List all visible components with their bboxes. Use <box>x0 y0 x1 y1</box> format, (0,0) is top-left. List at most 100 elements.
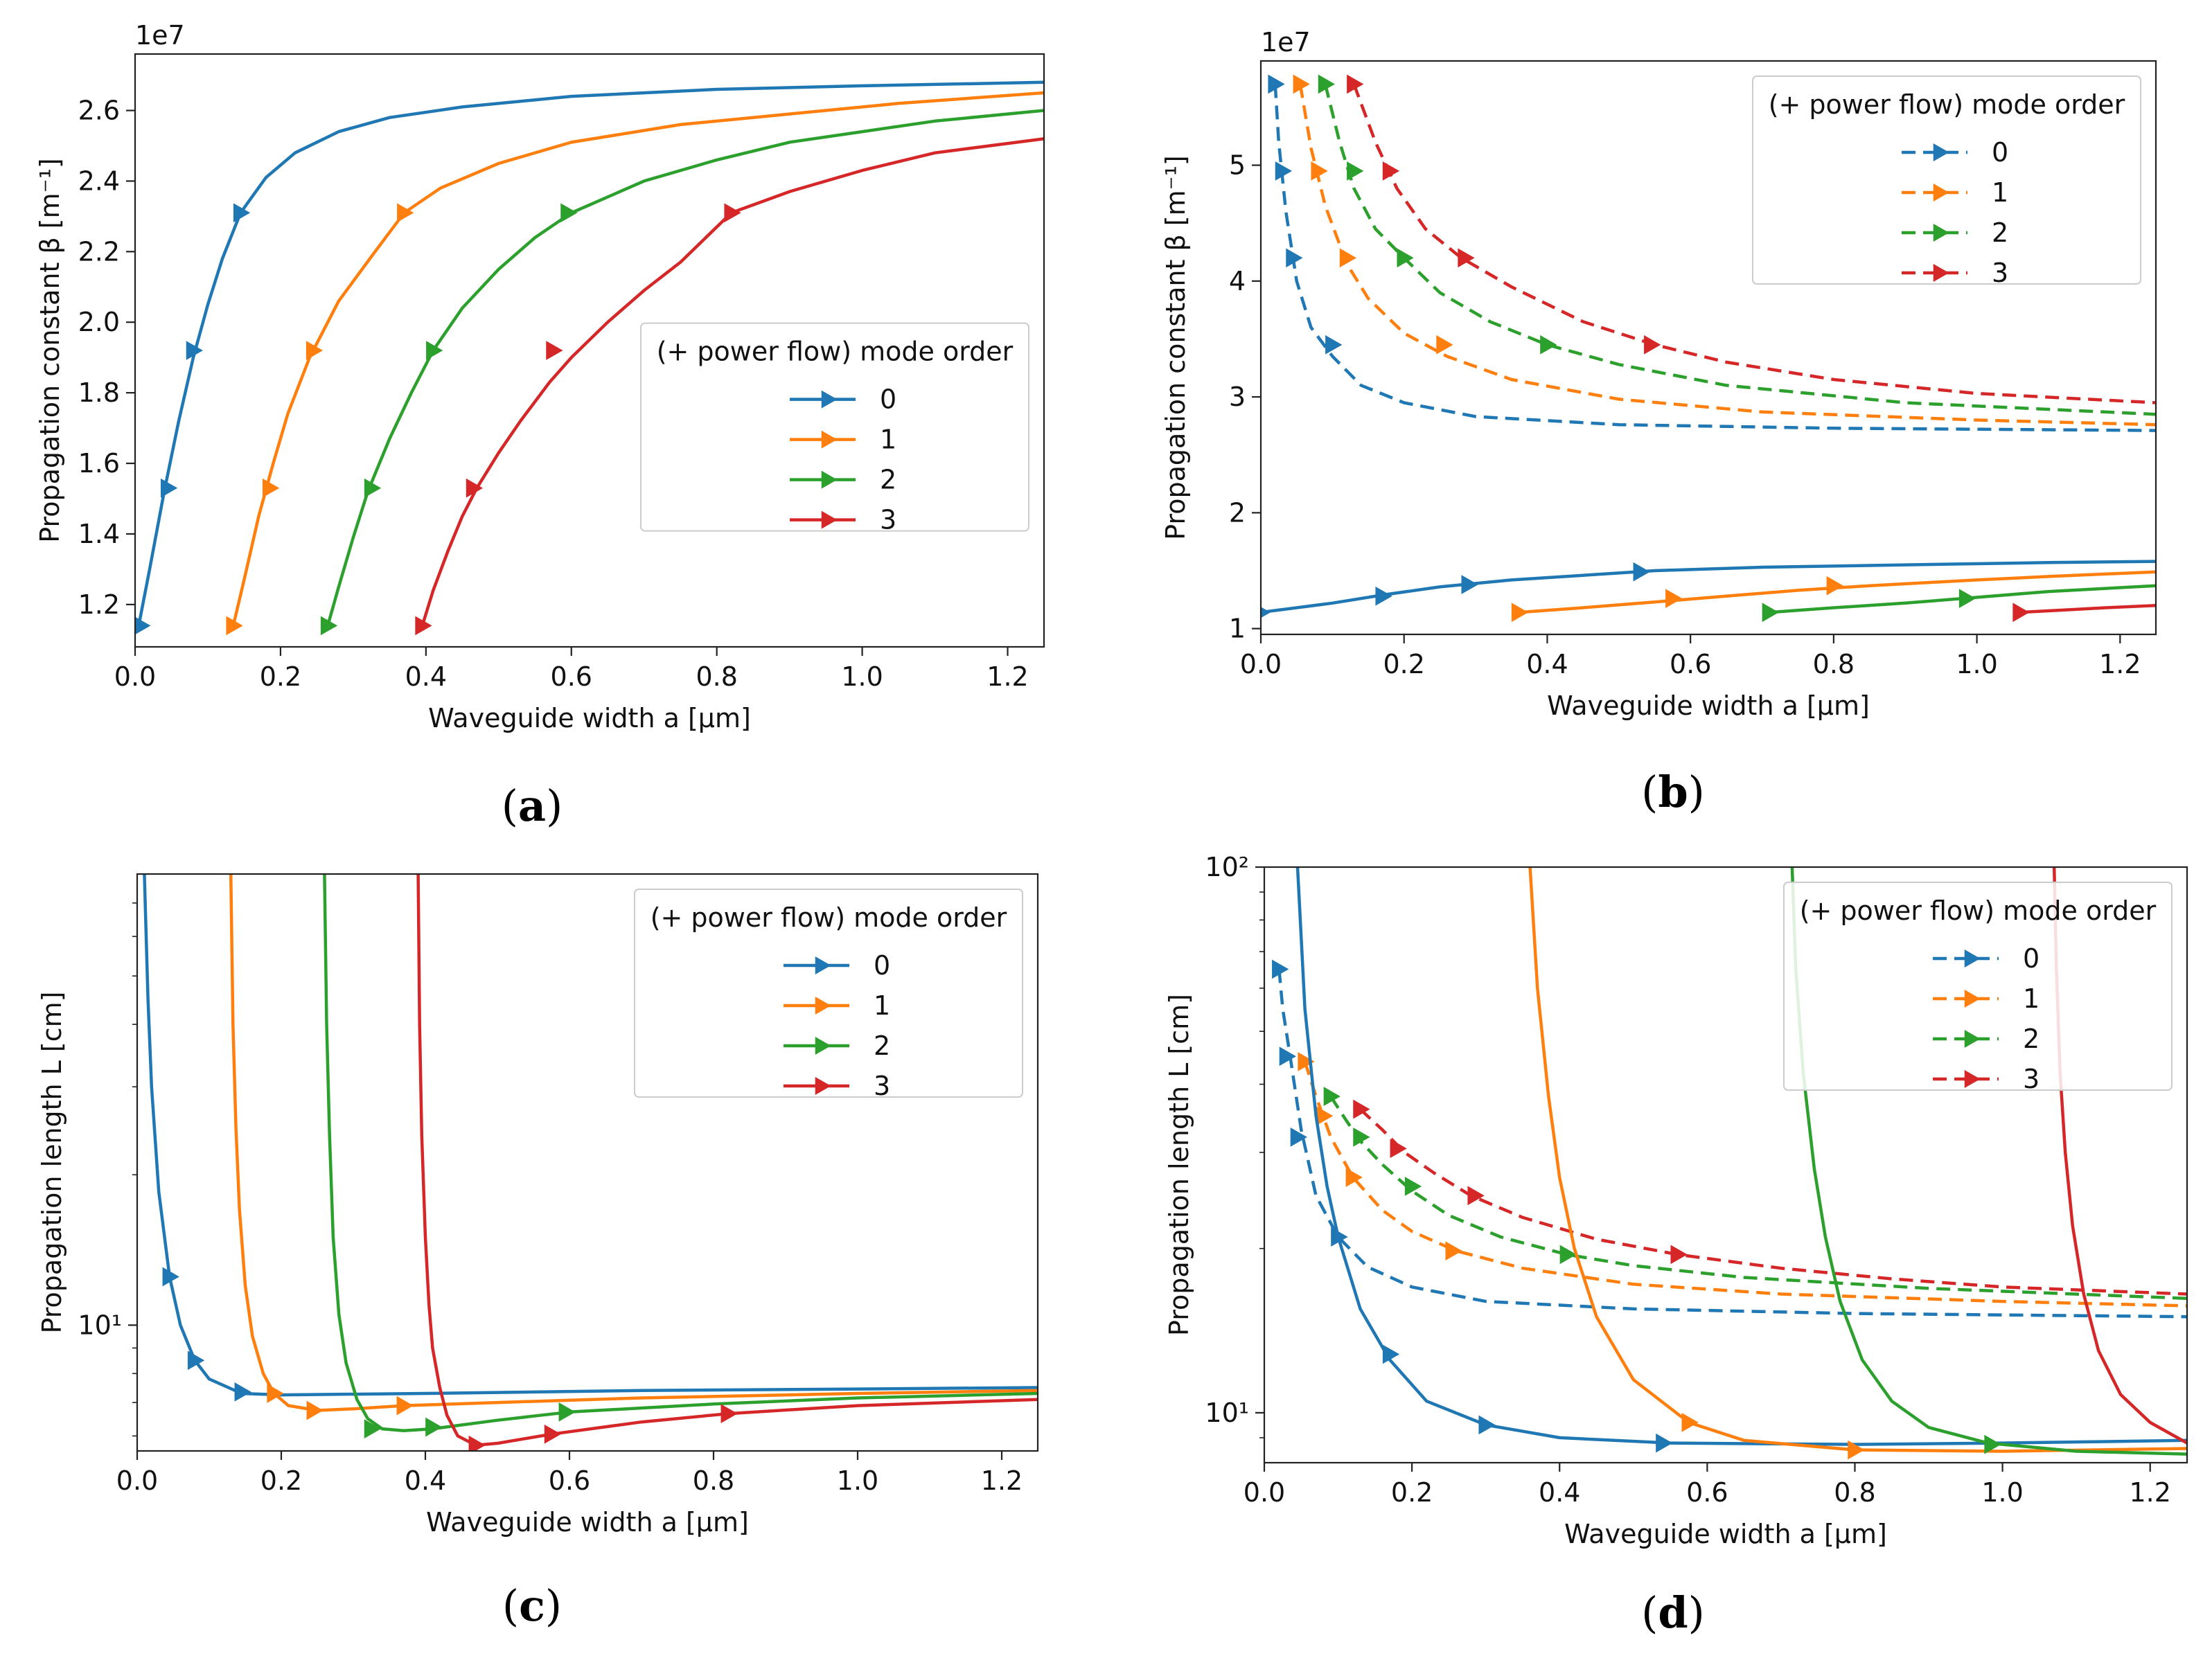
legend-marker-d-1 <box>1964 990 1981 1008</box>
xtick-label-a-0: 0.0 <box>114 661 156 692</box>
series-d-2-marker-2 <box>1404 1177 1422 1196</box>
series-c-2-line <box>323 874 1038 1432</box>
legend-marker-c-0 <box>815 956 831 974</box>
ytick-label-a-7: 2.6 <box>78 96 120 126</box>
legend-marker-a-3 <box>821 510 838 529</box>
series-c-0-marker-1 <box>187 1351 205 1371</box>
series-d-0-line <box>1277 969 2187 1319</box>
xtick-label-b-1: 0.2 <box>1383 649 1425 679</box>
legend-box-c <box>634 889 1023 1098</box>
legend-marker-b-3 <box>1933 264 1949 282</box>
series-c-1-marker-0 <box>267 1384 284 1403</box>
legend-label-d-1: 1 <box>2023 983 2040 1014</box>
legend-label-a-2: 2 <box>880 465 896 495</box>
series-b-4-marker-1 <box>1375 586 1392 606</box>
legend-marker-d-3 <box>1964 1070 1981 1088</box>
legend-c: (+ power flow) mode order 0 1 2 3 <box>634 889 1023 1101</box>
legend-box-a <box>640 322 1029 532</box>
legend-a: (+ power flow) mode order 0 1 2 3 <box>640 322 1029 535</box>
series-d-5-marker-0 <box>1681 1412 1699 1432</box>
series-b-3-marker-3 <box>1644 335 1661 355</box>
xtick-label-d-2: 0.4 <box>1539 1477 1580 1508</box>
legend-box-b <box>1752 75 2141 285</box>
y-axis-label-c: Propagation length L [cm] <box>37 992 67 1334</box>
xtick-label-c-5: 1.0 <box>837 1465 878 1496</box>
legend-label-d-2: 2 <box>2023 1024 2040 1054</box>
series-c-3-line <box>416 874 1038 1447</box>
series-a-3-marker-3 <box>724 203 741 223</box>
xtick-label-c-0: 0.0 <box>116 1465 158 1496</box>
offset-text-b: 1e7 <box>1261 27 1311 57</box>
series-c-1-marker-1 <box>306 1400 324 1420</box>
xtick-label-b-5: 1.0 <box>1956 649 1997 679</box>
legend-label-c-2: 2 <box>874 1031 890 1061</box>
legend-label-a-1: 1 <box>880 425 896 455</box>
series-b-0-marker-1 <box>1275 161 1293 181</box>
ytick-label-b-2: 3 <box>1229 382 1246 412</box>
xtick-label-d-1: 0.2 <box>1391 1477 1433 1508</box>
legend-label-a-3: 3 <box>880 505 896 535</box>
legend-title-b: (+ power flow) mode order <box>1769 89 2125 120</box>
series-b-0-marker-2 <box>1286 248 1303 268</box>
series-a-2-marker-1 <box>364 478 382 498</box>
series-d-2-marker-1 <box>1353 1127 1370 1147</box>
series-d-3-marker-0 <box>1353 1099 1370 1119</box>
legend-label-b-2: 2 <box>1992 217 2008 248</box>
series-b-4-marker-2 <box>1461 575 1478 594</box>
xtick-label-d-5: 1.0 <box>1981 1477 2023 1508</box>
panel-a: 0.0 0.2 0.4 0.6 0.8 1.0 1.2 1.2 1.4 1.6 1.8 2.0 2.2 2… <box>35 20 1045 733</box>
panel-label-a: (a) <box>502 781 563 831</box>
ytick-label-a-2: 1.6 <box>78 448 120 479</box>
series-b-6-line <box>1769 584 2156 614</box>
series-b-7-marker-0 <box>2012 603 2030 623</box>
xtick-label-b-4: 0.8 <box>1813 649 1855 679</box>
series-a-2-marker-3 <box>560 203 578 223</box>
series-d-5-line <box>1528 867 2187 1453</box>
series-a-3-marker-0 <box>415 616 432 636</box>
series-d-4-line <box>1295 867 2187 1446</box>
series-a-2-marker-2 <box>426 341 443 360</box>
xtick-label-c-1: 0.2 <box>260 1465 302 1496</box>
axes-frame-c <box>136 873 1039 1452</box>
legend-label-b-3: 3 <box>1992 258 2008 288</box>
plot-area-c <box>143 874 1038 1451</box>
series-c-3-marker-1 <box>544 1424 562 1444</box>
series-a-0-marker-0 <box>135 616 151 635</box>
series-c-0-line <box>143 874 1038 1397</box>
xtick-label-c-2: 0.4 <box>405 1465 446 1496</box>
y-axis-label-d: Propagation length L [cm] <box>1164 994 1194 1336</box>
xtick-label-b-6: 1.2 <box>2099 649 2141 679</box>
series-d-3-marker-1 <box>1390 1139 1407 1159</box>
series-c-0-marker-2 <box>234 1382 251 1402</box>
xtick-label-d-4: 0.8 <box>1834 1477 1875 1508</box>
series-d-0-marker-0 <box>1272 959 1289 979</box>
xtick-label-a-2: 0.4 <box>405 661 447 692</box>
series-b-7-line <box>2019 603 2156 614</box>
xtick-label-b-2: 0.4 <box>1526 649 1568 679</box>
series-c-1-line <box>229 874 1038 1412</box>
series-c-3-marker-2 <box>720 1404 738 1424</box>
legend-label-d-3: 3 <box>2023 1064 2040 1094</box>
series-a-3-line <box>421 137 1044 627</box>
xtick-label-a-6: 1.2 <box>986 661 1028 692</box>
legend-title-a: (+ power flow) mode order <box>657 337 1014 367</box>
ytick-label-c-0: 10¹ <box>78 1310 122 1340</box>
series-d-1-marker-0 <box>1298 1052 1315 1071</box>
xtick-label-c-4: 0.8 <box>693 1465 734 1496</box>
legend-marker-c-1 <box>815 997 831 1015</box>
series-b-1-marker-1 <box>1311 161 1328 181</box>
legend-marker-d-0 <box>1964 950 1981 968</box>
legend-marker-a-2 <box>821 470 838 489</box>
series-b-1-marker-3 <box>1436 335 1453 355</box>
series-b-0-line <box>1273 84 2156 432</box>
series-d-0-marker-2 <box>1290 1127 1307 1147</box>
legend-box-d <box>1783 882 2173 1091</box>
ytick-label-a-5: 2.2 <box>78 236 120 267</box>
series-d-3-marker-3 <box>1670 1245 1688 1265</box>
ytick-label-b-0: 1 <box>1229 614 1246 644</box>
series-b-3-marker-1 <box>1382 161 1400 181</box>
series-a-1-marker-2 <box>306 341 324 360</box>
series-d-4-marker-2 <box>1478 1415 1496 1435</box>
offset-text-a: 1e7 <box>135 20 185 51</box>
x-axis-label-d: Waveguide width a [μm] <box>1564 1519 1887 1549</box>
